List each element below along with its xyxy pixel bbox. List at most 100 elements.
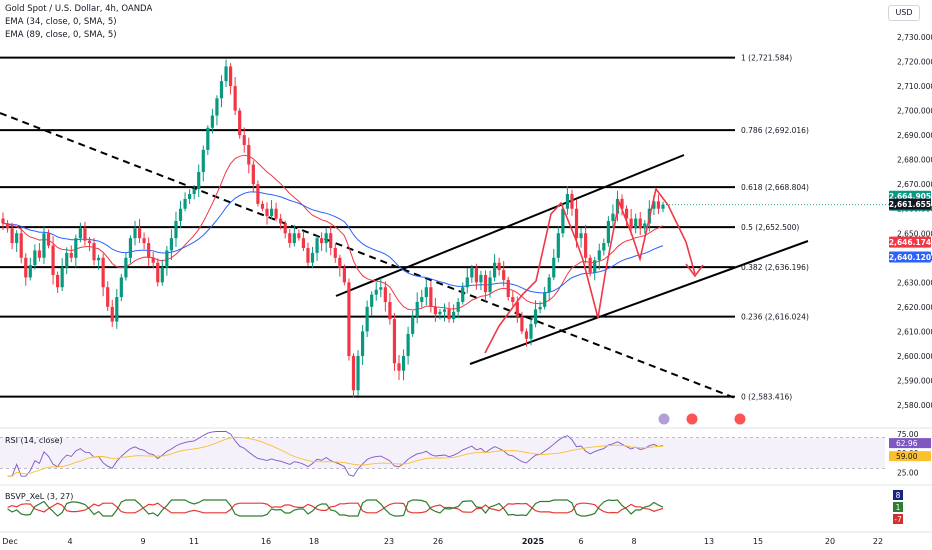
candle bbox=[324, 233, 328, 244]
candle bbox=[370, 294, 374, 307]
candle bbox=[124, 257, 128, 278]
candle bbox=[301, 238, 306, 248]
candle bbox=[656, 201, 661, 209]
fib-level-label: 0 (2,583.416) bbox=[741, 393, 792, 402]
candle bbox=[452, 311, 456, 320]
candle bbox=[238, 110, 242, 136]
candle bbox=[538, 306, 542, 310]
lightning-icon[interactable] bbox=[658, 413, 670, 425]
x-tick-label: 4 bbox=[67, 537, 72, 546]
candle bbox=[602, 243, 606, 251]
rsi-tick: 75.00 bbox=[897, 430, 919, 439]
candle bbox=[160, 267, 164, 283]
candle bbox=[56, 274, 60, 288]
candle bbox=[342, 267, 346, 283]
candle bbox=[206, 127, 210, 150]
candle bbox=[142, 238, 146, 244]
candle bbox=[643, 223, 647, 229]
candle bbox=[119, 277, 123, 298]
candle bbox=[256, 184, 260, 204]
candle bbox=[201, 149, 205, 172]
candle bbox=[388, 301, 392, 320]
candle bbox=[447, 309, 451, 320]
candle bbox=[233, 86, 237, 111]
candle bbox=[169, 238, 174, 251]
candle bbox=[338, 257, 342, 268]
ema89-line bbox=[2, 191, 664, 294]
ema89-legend[interactable]: EMA (89, close, 0, SMA, 5) bbox=[5, 30, 117, 40]
candle bbox=[561, 208, 565, 234]
candle bbox=[638, 218, 642, 229]
candle bbox=[188, 194, 192, 199]
candle bbox=[74, 238, 78, 258]
candle bbox=[251, 164, 255, 185]
candle bbox=[611, 213, 615, 221]
candle bbox=[579, 233, 583, 239]
candle bbox=[634, 218, 638, 229]
fib-level-label: 1 (2,721.584) bbox=[741, 54, 792, 63]
candle bbox=[365, 306, 369, 332]
candle bbox=[297, 233, 301, 239]
price-label-text: 2,646.174 bbox=[889, 238, 931, 247]
candle bbox=[110, 306, 114, 322]
y-tick-label: 2,610.000 bbox=[897, 327, 932, 336]
candle bbox=[488, 277, 492, 293]
candle bbox=[19, 233, 23, 258]
candle bbox=[178, 208, 183, 221]
channel-lower-line[interactable] bbox=[469, 240, 809, 365]
candle bbox=[242, 135, 246, 145]
candle bbox=[10, 228, 14, 244]
candle bbox=[292, 233, 296, 244]
candle bbox=[360, 331, 365, 356]
y-tick-label: 2,620.000 bbox=[897, 303, 932, 312]
descending-trend-line[interactable] bbox=[0, 112, 736, 399]
price-label-text: 2,661.655 bbox=[889, 200, 931, 209]
us-flag-icon[interactable] bbox=[734, 413, 746, 425]
candle bbox=[46, 233, 51, 246]
rsi-value: 62.96 bbox=[896, 439, 918, 448]
fib-level-label: 0.786 (2,692.016) bbox=[741, 126, 809, 135]
bsvp-value: 8 bbox=[896, 491, 901, 500]
x-tick-label: 22 bbox=[873, 537, 883, 546]
candle bbox=[165, 250, 169, 268]
projection-zigzag[interactable] bbox=[484, 187, 696, 354]
candle bbox=[260, 203, 265, 209]
candle bbox=[424, 287, 428, 298]
candle bbox=[593, 260, 597, 273]
candle bbox=[333, 247, 337, 258]
currency-button[interactable]: USD bbox=[888, 5, 920, 21]
us-flag-icon[interactable] bbox=[686, 413, 698, 425]
candle bbox=[406, 333, 410, 356]
candle bbox=[351, 355, 356, 391]
candle bbox=[392, 319, 397, 364]
candle bbox=[15, 233, 19, 244]
bsvp-value-tag bbox=[893, 490, 903, 500]
candle bbox=[106, 287, 110, 307]
candle bbox=[620, 198, 624, 209]
candle bbox=[65, 252, 69, 268]
candle bbox=[470, 267, 474, 278]
candle bbox=[347, 282, 351, 356]
candle bbox=[492, 262, 497, 278]
y-tick-label: 2,580.000 bbox=[897, 401, 932, 410]
candle bbox=[442, 309, 447, 312]
time-axis: Dec 4 9 11 16 18 23 26 2025 6 8 13 15 20 22 bbox=[2, 537, 883, 546]
x-tick-label: 6 bbox=[578, 537, 583, 546]
x-tick-label: 15 bbox=[753, 537, 763, 546]
candle bbox=[383, 287, 387, 302]
x-tick-label: 11 bbox=[189, 537, 199, 546]
x-tick-label: Dec bbox=[2, 537, 17, 546]
price-label-text: 2,664.905 bbox=[889, 192, 931, 201]
candle bbox=[315, 238, 319, 253]
candle bbox=[37, 250, 42, 258]
candle bbox=[174, 221, 178, 239]
candle bbox=[228, 66, 233, 87]
price-label-ema89 bbox=[889, 251, 931, 263]
candle bbox=[415, 301, 419, 317]
channel-upper-line[interactable] bbox=[335, 154, 685, 297]
price-label-ema34 bbox=[889, 236, 931, 248]
ema34-legend[interactable]: EMA (34, close, 0, SMA, 5) bbox=[5, 17, 117, 27]
